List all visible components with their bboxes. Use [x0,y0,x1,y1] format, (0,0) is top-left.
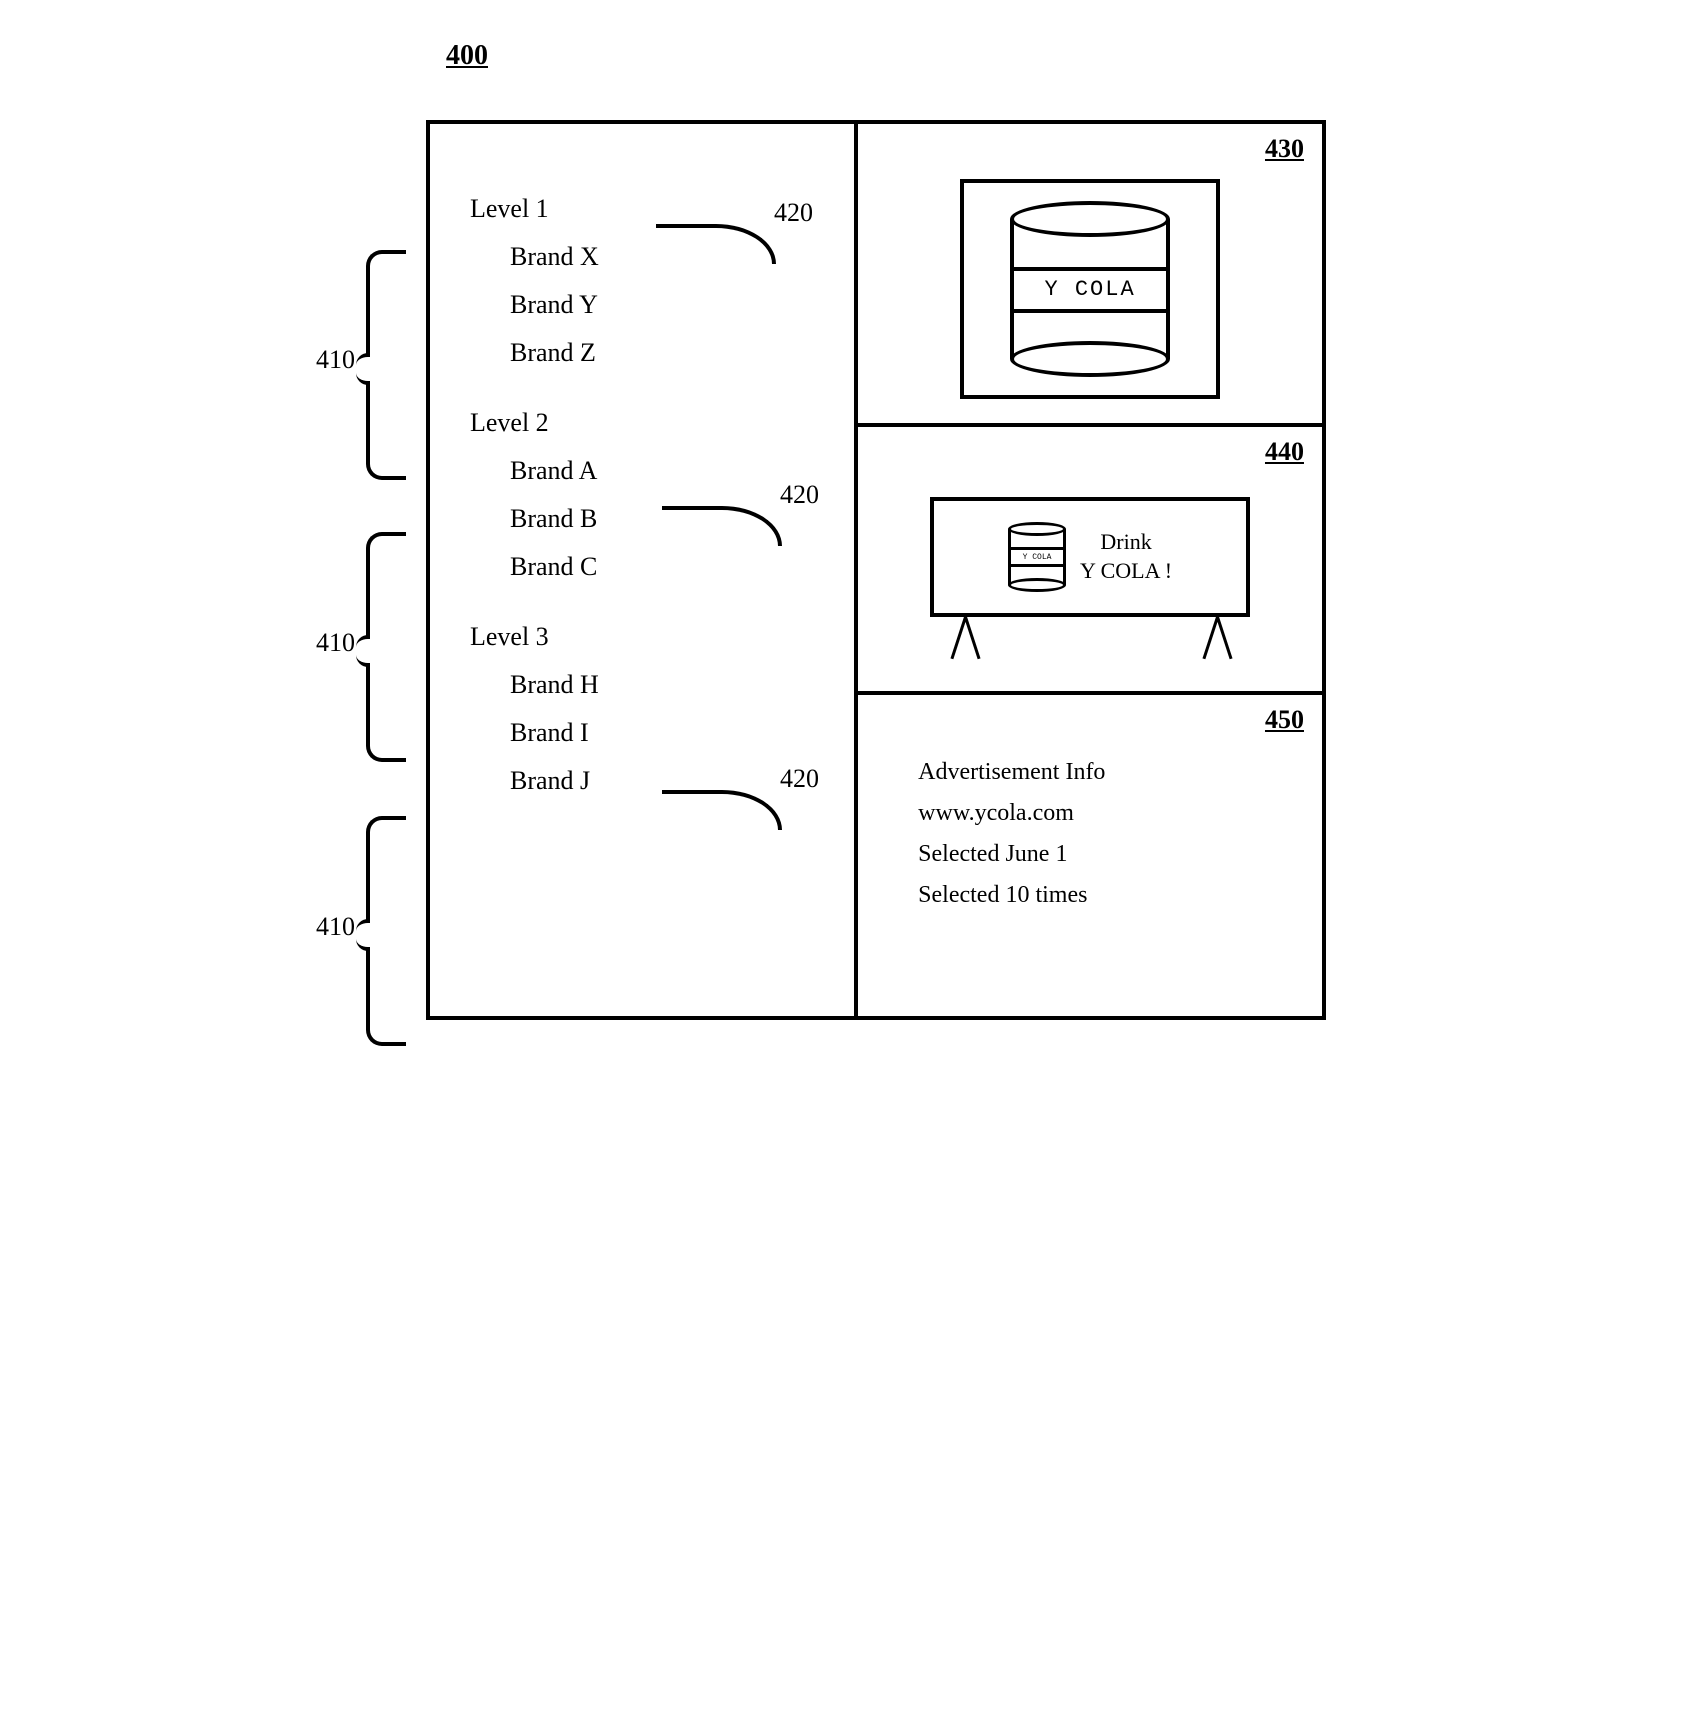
mini-can-label: Y COLA [1008,547,1066,567]
group-ref-label-2: 410 [316,628,355,658]
brand-item: Brand J [510,766,834,796]
brand-item: Brand I [510,718,834,748]
can-label-text: Y COLA [1010,267,1170,313]
level-3-label: Level 3 [470,622,834,652]
level-group-3: Level 3 Brand H Brand I Brand J [470,622,834,796]
panel-ref-440: 440 [1265,437,1304,467]
ad-info-date: Selected June 1 [918,841,1292,868]
brand-item: Brand H [510,670,834,700]
level-1-label: Level 1 [470,194,834,224]
main-container: Level 1 Brand X Brand Y Brand Z Level 2 … [426,120,1326,1020]
level-group-1: Level 1 Brand X Brand Y Brand Z [470,194,834,368]
billboard-icon: Y COLA Drink Y COLA ! [930,497,1250,657]
ad-info-count: Selected 10 times [918,882,1292,909]
can-icon: Y COLA [1010,201,1170,377]
mini-can-icon: Y COLA [1008,522,1066,592]
level-2-label: Level 2 [470,408,834,438]
brand-item: Brand Y [510,290,834,320]
billboard-line1: Drink [1080,528,1172,557]
brand-item: Brand B [510,504,834,534]
ad-info-url: www.ycola.com [918,800,1292,827]
group-brace-3 [366,816,406,1046]
billboard-line2: Y COLA ! [1080,557,1172,586]
product-image-panel: 430 Y COLA [858,124,1322,427]
ad-info-heading: Advertisement Info [918,759,1292,786]
brand-item: Brand X [510,242,834,272]
group-ref-label-3: 410 [316,912,355,942]
levels-panel: Level 1 Brand X Brand Y Brand Z Level 2 … [430,124,858,1016]
group-brace-2 [366,532,406,762]
brand-item: Brand C [510,552,834,582]
ad-info-panel: 450 Advertisement Info www.ycola.com Sel… [858,695,1322,1016]
brand-item: Brand Z [510,338,834,368]
product-frame: Y COLA [960,179,1220,399]
billboard-text: Drink Y COLA ! [1080,528,1172,585]
panel-ref-430: 430 [1265,134,1304,164]
panel-ref-450: 450 [1265,705,1304,735]
billboard-panel: 440 Y COLA Drink Y COLA ! [858,427,1322,695]
brand-item: Brand A [510,456,834,486]
level-group-2: Level 2 Brand A Brand B Brand C [470,408,834,582]
figure-number-label: 400 [446,40,488,72]
group-ref-label-1: 410 [316,345,355,375]
detail-panel: 430 Y COLA 440 [858,124,1322,1016]
group-brace-1 [366,250,406,480]
